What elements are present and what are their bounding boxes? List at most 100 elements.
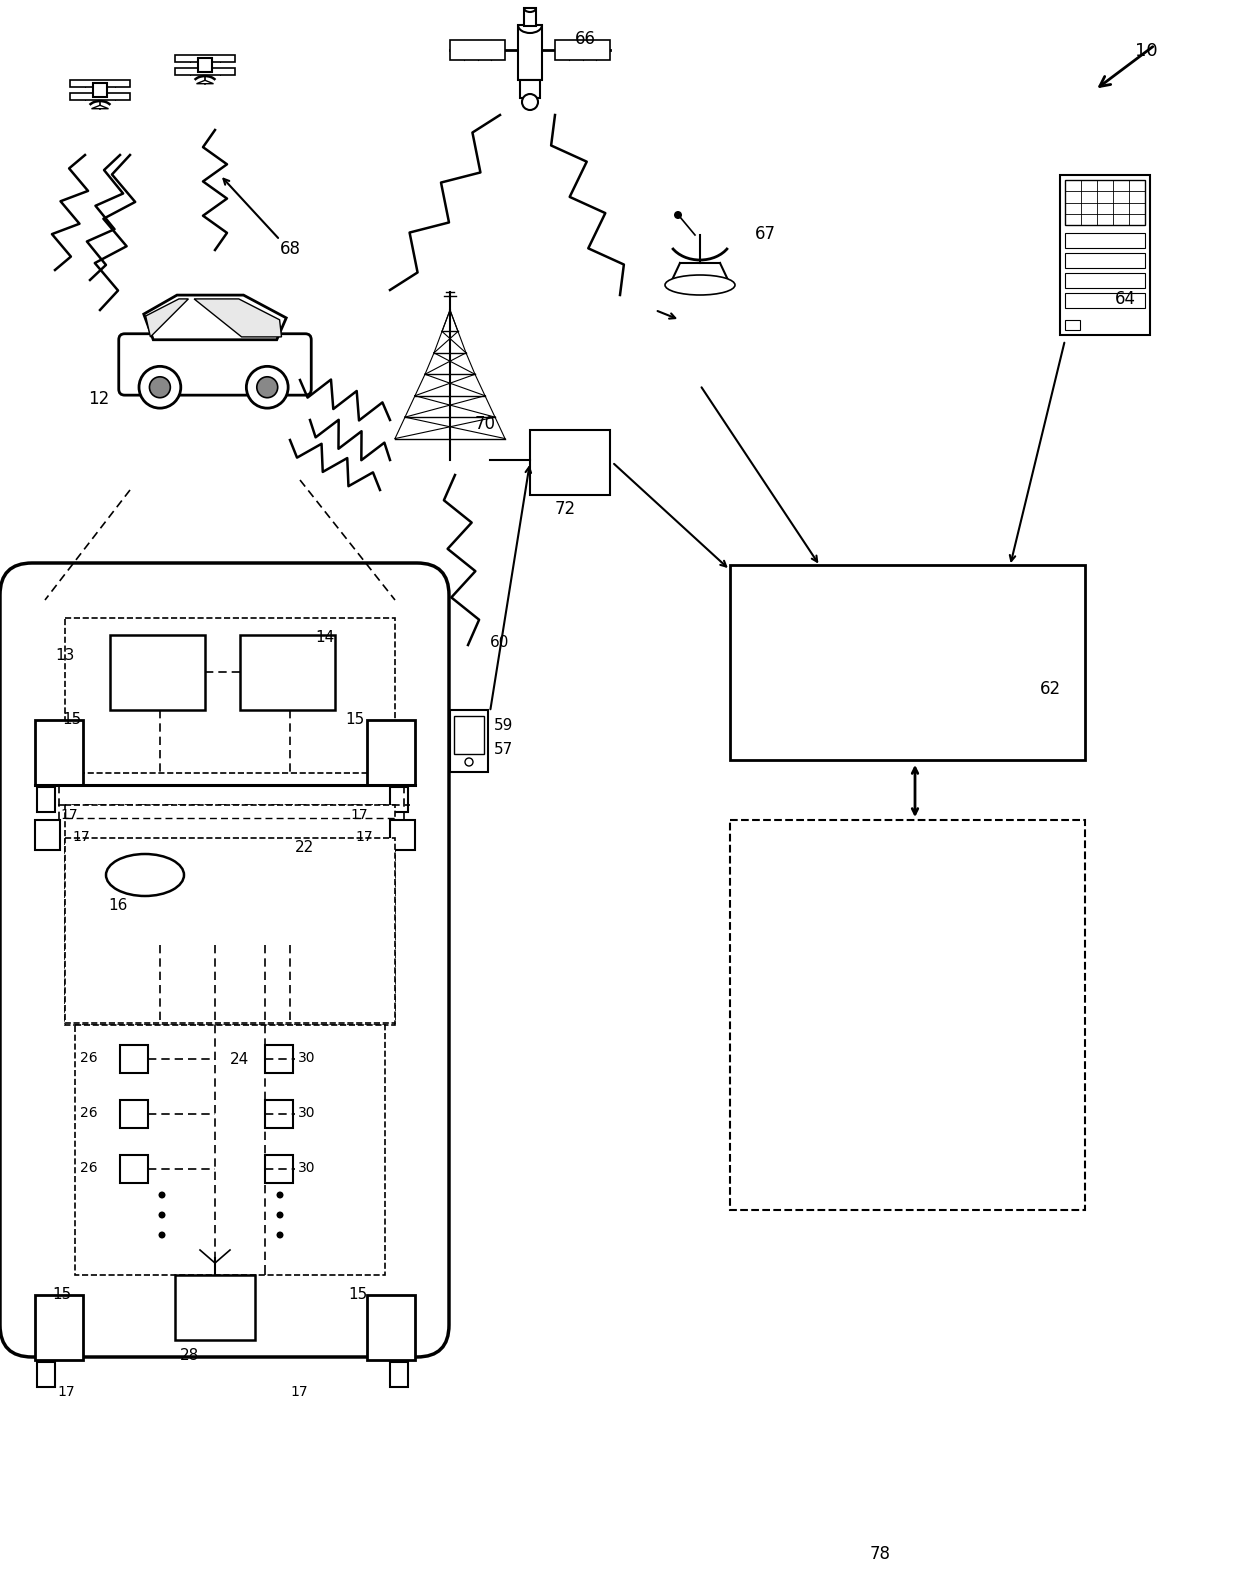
Bar: [198, 57, 212, 72]
Text: 17: 17: [60, 808, 78, 822]
Circle shape: [277, 1192, 284, 1199]
Bar: [195, 865, 295, 930]
Text: 66: 66: [575, 30, 596, 48]
Bar: [265, 1100, 293, 1128]
Text: 17: 17: [72, 830, 89, 844]
Bar: [518, 26, 542, 80]
Bar: [730, 565, 1085, 760]
Text: 26: 26: [81, 1106, 98, 1120]
Bar: [450, 40, 505, 61]
Text: 16: 16: [108, 899, 128, 913]
Bar: [71, 94, 130, 101]
Ellipse shape: [105, 854, 184, 895]
Text: 24: 24: [229, 1052, 249, 1068]
Bar: [35, 1294, 83, 1360]
Bar: [64, 804, 396, 1025]
Text: 17: 17: [290, 1385, 308, 1400]
Text: 15: 15: [348, 1286, 367, 1302]
Bar: [37, 787, 55, 812]
Bar: [265, 1045, 293, 1073]
Circle shape: [247, 367, 288, 409]
FancyArrowPatch shape: [1100, 46, 1153, 86]
Circle shape: [522, 94, 538, 110]
Circle shape: [159, 1192, 165, 1199]
Text: 78: 78: [870, 1545, 892, 1562]
Bar: [525, 8, 536, 26]
Bar: [1065, 180, 1145, 225]
Bar: [450, 710, 489, 772]
Text: 30: 30: [298, 1106, 315, 1120]
Bar: [175, 54, 234, 62]
Polygon shape: [92, 105, 109, 109]
Bar: [529, 429, 610, 495]
Bar: [520, 80, 539, 97]
Bar: [367, 1294, 415, 1360]
FancyBboxPatch shape: [119, 334, 311, 396]
Bar: [1065, 254, 1145, 268]
Circle shape: [675, 211, 682, 219]
FancyBboxPatch shape: [0, 563, 449, 1357]
Bar: [110, 635, 205, 710]
Bar: [241, 635, 335, 710]
Bar: [37, 1361, 55, 1387]
Bar: [367, 720, 415, 785]
Text: 14: 14: [315, 630, 335, 645]
Text: 17: 17: [350, 808, 367, 822]
Text: 64: 64: [1115, 290, 1136, 308]
Bar: [730, 820, 1085, 1210]
Ellipse shape: [665, 275, 735, 295]
Circle shape: [277, 1232, 284, 1238]
Circle shape: [139, 367, 181, 409]
Bar: [93, 83, 107, 97]
Bar: [391, 787, 408, 812]
Text: 28: 28: [180, 1349, 200, 1363]
Bar: [71, 80, 130, 86]
Text: 17: 17: [355, 830, 373, 844]
Bar: [175, 69, 234, 75]
Circle shape: [465, 758, 472, 766]
Text: 70: 70: [475, 415, 496, 433]
Bar: [1065, 294, 1145, 308]
Text: 15: 15: [62, 712, 82, 728]
Bar: [1060, 176, 1149, 335]
Text: 67: 67: [755, 225, 776, 243]
Polygon shape: [195, 298, 281, 337]
Bar: [35, 820, 60, 851]
Polygon shape: [196, 80, 213, 83]
Text: 13: 13: [55, 648, 74, 662]
Bar: [120, 1045, 148, 1073]
Bar: [35, 720, 83, 785]
Text: 62: 62: [1040, 680, 1061, 697]
Bar: [74, 1025, 384, 1275]
Bar: [120, 1156, 148, 1183]
Bar: [556, 40, 610, 61]
Bar: [120, 1100, 148, 1128]
Text: 57: 57: [494, 742, 513, 757]
Bar: [1065, 273, 1145, 287]
Text: 26: 26: [81, 1052, 98, 1065]
Bar: [454, 717, 484, 753]
Text: 26: 26: [81, 1160, 98, 1175]
Text: 68: 68: [280, 239, 301, 259]
Bar: [391, 1361, 408, 1387]
Text: 15: 15: [345, 712, 365, 728]
Text: 72: 72: [556, 500, 577, 519]
Bar: [1065, 321, 1080, 330]
Text: 60: 60: [490, 635, 510, 650]
Polygon shape: [145, 298, 188, 337]
Text: 10: 10: [1135, 41, 1158, 61]
Circle shape: [159, 1211, 165, 1218]
Text: 59: 59: [494, 718, 513, 733]
Text: 22: 22: [295, 839, 314, 855]
Bar: [175, 1275, 255, 1341]
Bar: [391, 820, 415, 851]
Text: 12: 12: [88, 389, 109, 409]
Bar: [265, 1156, 293, 1183]
Text: 17: 17: [57, 1385, 74, 1400]
Polygon shape: [144, 295, 286, 340]
Circle shape: [257, 377, 278, 397]
Bar: [64, 838, 396, 1023]
Bar: [185, 844, 310, 945]
Bar: [1065, 233, 1145, 247]
Text: 15: 15: [52, 1286, 71, 1302]
